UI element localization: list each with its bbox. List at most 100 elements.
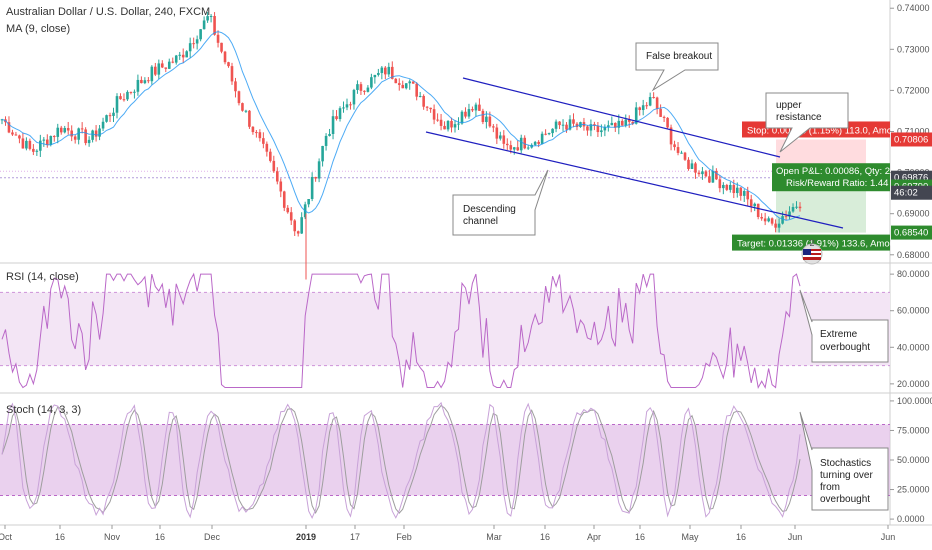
target-label[interactable]: Target: 0.01336 (1.91%) 133.6, Amount: 3 bbox=[732, 234, 913, 251]
callout-upper-resistance[interactable]: upper resistance bbox=[765, 92, 849, 153]
candle-body bbox=[269, 151, 272, 161]
candle-body bbox=[774, 223, 777, 228]
candle-body bbox=[188, 43, 192, 52]
candle-body bbox=[122, 99, 126, 101]
stoch-legend: Stoch (14, 3, 3) bbox=[6, 404, 82, 416]
callout-extreme-text-1: Extreme bbox=[820, 329, 858, 340]
rsi-tick-label: 60.0000 bbox=[897, 306, 930, 316]
candle-body bbox=[767, 218, 770, 222]
candle-body bbox=[404, 83, 408, 89]
time-tick-label: 16 bbox=[736, 532, 746, 542]
price-tick-label: 0.68000 bbox=[897, 250, 930, 260]
candle-body bbox=[70, 130, 73, 137]
candle-body bbox=[296, 231, 300, 234]
candle-body bbox=[171, 61, 175, 63]
candle-body bbox=[167, 61, 171, 69]
price-tag-text-current: 0.69876 bbox=[894, 173, 928, 184]
time-tick-label: Feb bbox=[396, 532, 412, 542]
candle-body bbox=[648, 97, 652, 106]
candle-body bbox=[338, 108, 342, 120]
candle-body bbox=[425, 106, 429, 108]
candle-body bbox=[516, 147, 520, 151]
candle-body bbox=[492, 126, 495, 128]
candle-body bbox=[429, 107, 432, 110]
stoch-tick-label: 0.0000 bbox=[897, 514, 925, 524]
rsi-legend: RSI (14, close) bbox=[6, 271, 79, 283]
callout-extreme-overbought[interactable]: Extreme overbought bbox=[799, 289, 889, 363]
candle-body bbox=[42, 139, 46, 141]
pl-label[interactable]: Open P&L: 0.00086, Qty: 268 Risk/Reward … bbox=[772, 163, 901, 192]
candle-body bbox=[328, 133, 331, 136]
candle-body bbox=[178, 54, 182, 56]
candle-body bbox=[314, 176, 317, 179]
price-tag-text-countdown: 46:02 bbox=[894, 188, 918, 199]
candle-body bbox=[227, 62, 230, 67]
candle-body bbox=[307, 199, 310, 205]
candle-body bbox=[32, 148, 35, 152]
candle-body bbox=[645, 105, 648, 107]
candle-body bbox=[547, 133, 551, 135]
candle-body bbox=[380, 67, 384, 74]
candle-body bbox=[52, 136, 56, 138]
candle-body bbox=[523, 137, 527, 149]
candle-body bbox=[575, 123, 579, 128]
candle-body bbox=[540, 133, 544, 144]
target-label-text: Target: 0.01336 (1.91%) 133.6, Amount: 3 bbox=[737, 239, 913, 250]
candle-body bbox=[620, 120, 624, 126]
candle-body bbox=[662, 116, 666, 118]
candle-body bbox=[101, 121, 105, 129]
candle-body bbox=[397, 83, 401, 85]
time-tick-label: 16 bbox=[155, 532, 165, 542]
candle-body bbox=[781, 216, 784, 224]
candle-body bbox=[446, 120, 450, 130]
candle-body bbox=[715, 170, 718, 180]
candle-body bbox=[275, 171, 279, 182]
candle-body bbox=[690, 163, 694, 169]
candle-body bbox=[460, 111, 464, 124]
candle-body bbox=[324, 135, 328, 146]
pl-label-box bbox=[772, 163, 890, 192]
rsi-pane[interactable]: Extreme overbought bbox=[0, 272, 890, 389]
candle-body bbox=[390, 66, 394, 79]
candle-body bbox=[683, 152, 687, 160]
stoch-tick-label: 25.0000 bbox=[897, 485, 930, 495]
candle-body bbox=[317, 161, 321, 179]
stoch-k-line bbox=[1, 401, 801, 519]
callout-stoch-text-2: turning over bbox=[820, 470, 873, 481]
candle-body bbox=[791, 207, 795, 212]
callout-stoch-overbought[interactable]: Stochastics turning over from overbought bbox=[799, 411, 889, 511]
candle-body bbox=[655, 97, 659, 109]
candle-body bbox=[331, 116, 335, 134]
candle-body bbox=[607, 125, 610, 127]
price-tick-label: 0.74000 bbox=[897, 3, 930, 13]
stoch-pane[interactable]: Stochastics turning over from overbought bbox=[0, 401, 890, 519]
price-axis[interactable]: 0.740000.730000.720000.710000.700000.690… bbox=[890, 3, 932, 524]
candle-body bbox=[666, 117, 669, 128]
candle-body bbox=[248, 110, 251, 127]
candle-body bbox=[718, 179, 722, 189]
us-flag-icon[interactable]: 2 bbox=[801, 238, 823, 265]
candle-body bbox=[411, 81, 415, 84]
candle-body bbox=[760, 217, 763, 219]
candle-body bbox=[112, 112, 115, 116]
candle-body bbox=[209, 15, 213, 17]
candle-body bbox=[558, 121, 561, 126]
candle-body bbox=[610, 122, 614, 126]
time-axis[interactable]: Oct 16 Nov 16 Dec 2019 17 Feb Mar 16 Apr 16 May 16 Jun… bbox=[0, 525, 895, 542]
candle-body bbox=[366, 87, 370, 92]
candle-body bbox=[91, 130, 94, 140]
candle-body bbox=[798, 206, 802, 209]
candle-body bbox=[711, 170, 715, 183]
candle-body bbox=[98, 128, 101, 137]
candle-body bbox=[272, 160, 276, 172]
ma-line bbox=[1, 31, 801, 221]
candle-body bbox=[293, 220, 297, 232]
stoch-tick-label: 50.0000 bbox=[897, 455, 930, 465]
candle-body bbox=[129, 91, 133, 93]
callout-descending-channel[interactable]: Descending channel bbox=[452, 169, 549, 236]
price-pane[interactable]: Stop: 0.00806 (1.15%) 113.0, Amount: 2 O… bbox=[0, 11, 916, 280]
candle-body bbox=[49, 136, 53, 146]
callout-false-breakout[interactable]: False breakout bbox=[635, 42, 719, 92]
